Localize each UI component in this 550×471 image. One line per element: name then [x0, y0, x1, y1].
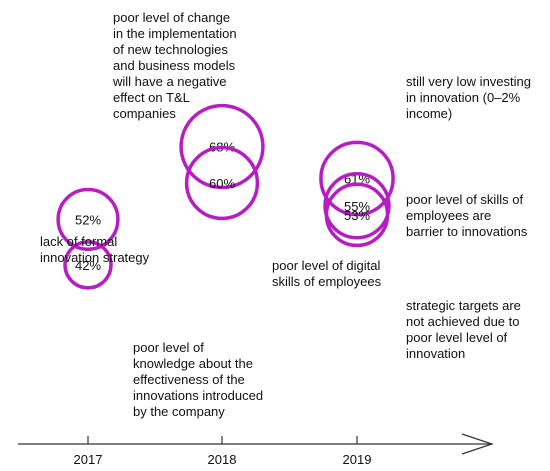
- x-tick-label-2019: 2019: [343, 452, 372, 467]
- bubble-2018-60: [184, 145, 260, 221]
- bubble-label-2017-42: 42%: [75, 258, 101, 273]
- bubble-2019-53: [324, 182, 390, 248]
- bubble-2018-68: [179, 103, 265, 190]
- annotation-2019-53: strategic targets are not achieved due t…: [406, 298, 521, 361]
- bubble-2019-55: [323, 172, 391, 240]
- x-tick-label-2017: 2017: [74, 452, 103, 467]
- annotation-2019-61: still very low investing in innovation (…: [406, 74, 531, 121]
- x-axis-arrow: [461, 433, 494, 455]
- bubble-label-2019-53: 53%: [344, 208, 370, 223]
- annotation-2017-52: lack of formal innovation strategy: [40, 234, 150, 265]
- x-tick-label-2018: 2018: [208, 452, 237, 467]
- bubble-label-2018-60: 60%: [209, 176, 235, 191]
- bubble-2017-42: [63, 240, 113, 290]
- bubble-2017-52: [56, 187, 120, 252]
- annotation-2019-55: poor level of skills of employees are ba…: [406, 192, 528, 239]
- annotation-2018-60: poor level of digital skills of employee…: [272, 258, 382, 289]
- bubble-2019-61: [319, 140, 395, 217]
- bubble-label-2019-55: 55%: [344, 199, 370, 214]
- annotation-2018-68: poor level of change in the implementati…: [113, 10, 237, 121]
- bubble-label-2017-52: 52%: [75, 212, 101, 227]
- annotation-2017-42: poor level of knowledge about the effect…: [133, 340, 264, 419]
